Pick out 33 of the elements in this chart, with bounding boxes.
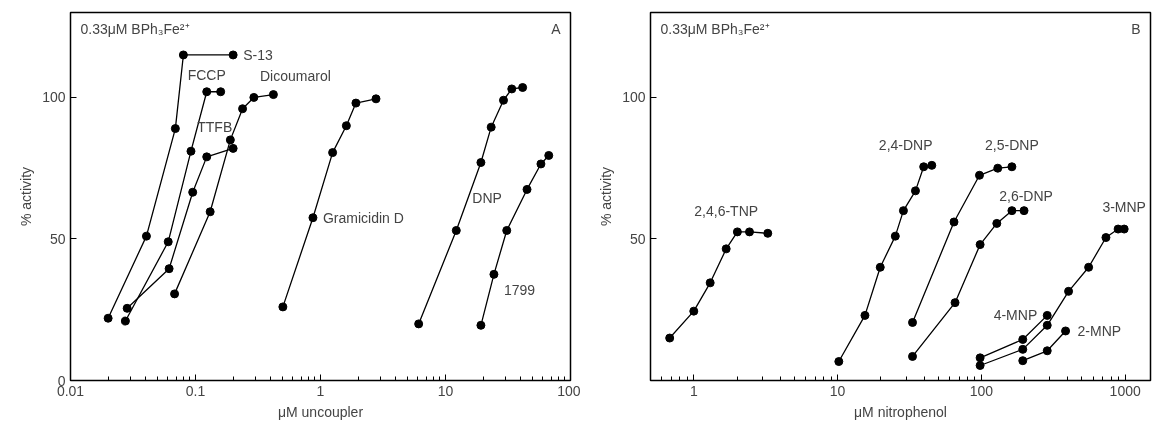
y-tick-label: 100 <box>42 89 66 106</box>
x-tick-label: 1 <box>689 382 698 399</box>
series-label: 2-MNP <box>1077 322 1122 339</box>
series-label: 1799 <box>503 282 536 299</box>
series-label: DNP <box>472 190 502 207</box>
x-tick-label: 10 <box>437 382 454 399</box>
y-axis-title: % activity <box>598 166 615 227</box>
series-label: TTFB <box>197 118 233 135</box>
x-tick-label: 10 <box>829 382 846 399</box>
y-tick-label: 50 <box>629 230 646 247</box>
series-label: 2,6-DNP <box>999 187 1053 204</box>
annotation: 0.33μM BPh₃Fe²⁺ <box>80 20 190 37</box>
series-label: 2,4-DNP <box>878 136 933 153</box>
series-label: Dicoumarol <box>260 67 331 84</box>
x-axis-title: μM nitrophenol <box>854 403 947 420</box>
annotation: 0.33μM BPh₃Fe²⁺ <box>660 20 770 37</box>
x-tick-label: 100 <box>557 382 581 399</box>
series-label: Gramicidin D <box>322 209 404 226</box>
x-tick-label: 100 <box>969 382 994 399</box>
series-label: 2,4,6-TNP <box>694 202 759 219</box>
x-tick-label: 1 <box>316 382 325 399</box>
x-tick-label: 0.1 <box>185 382 206 399</box>
series-label: S-13 <box>243 46 273 63</box>
annotation: A <box>551 20 562 37</box>
series-label: 2,5-DNP <box>985 136 1039 153</box>
annotation: B <box>1131 20 1141 37</box>
x-axis-title: μM uncoupler <box>277 403 364 420</box>
y-tick-label: 50 <box>49 230 66 247</box>
series-label: 4-MNP <box>993 307 1038 324</box>
y-axis-title: % activity <box>18 166 35 227</box>
series-label: FCCP <box>187 66 226 83</box>
x-tick-label: 1000 <box>1109 382 1141 399</box>
series-label: 3-MNP <box>1102 199 1146 216</box>
